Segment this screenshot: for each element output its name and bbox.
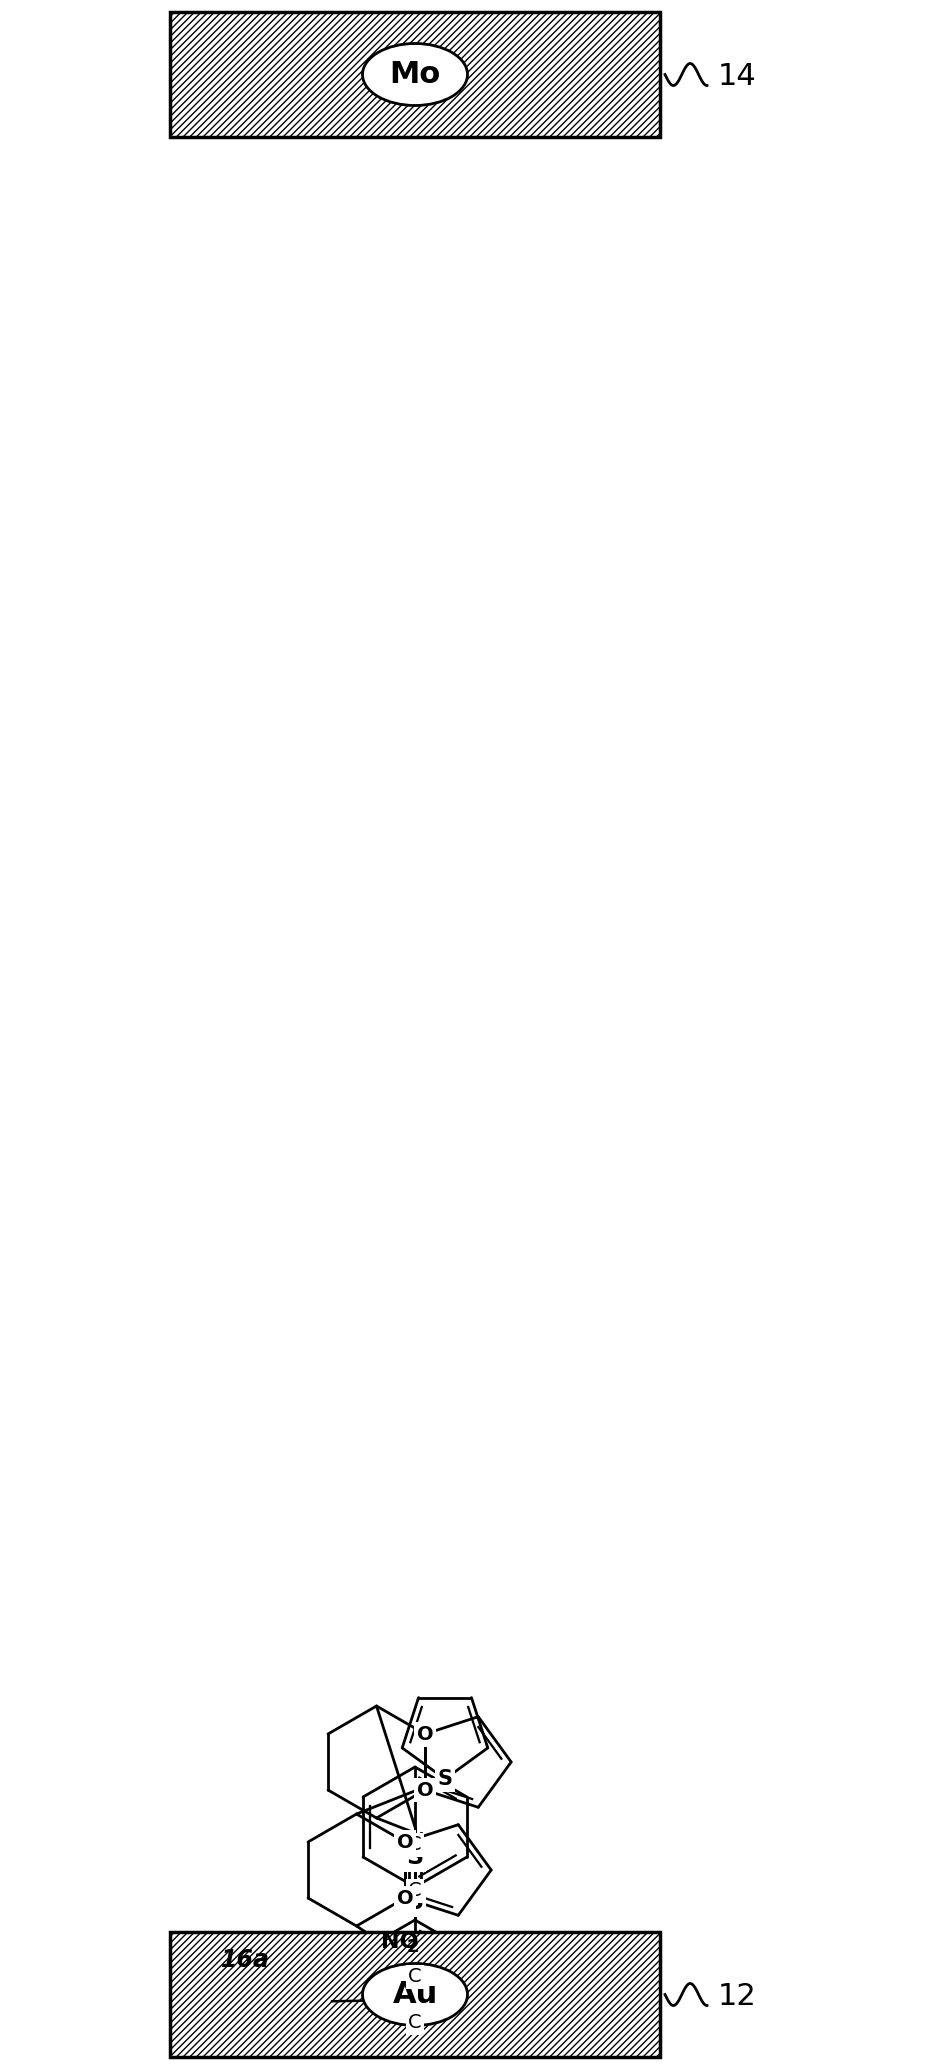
Text: NO: NO	[381, 1932, 418, 1953]
Text: S: S	[406, 1889, 423, 1914]
Text: C: C	[408, 2013, 422, 2032]
Text: C: C	[408, 1881, 422, 1901]
Text: 16a: 16a	[221, 1949, 270, 1972]
Text: Mo: Mo	[389, 60, 441, 89]
Bar	[170, 1932, 660, 2057]
Ellipse shape	[362, 43, 468, 106]
Text: O: O	[417, 1723, 433, 1744]
Text: S: S	[437, 1769, 452, 1790]
Text: C: C	[408, 1835, 422, 1854]
Text: O: O	[397, 1889, 414, 1908]
Text: O: O	[397, 1833, 414, 1852]
Text: Au: Au	[392, 1980, 438, 2009]
Text: C: C	[408, 1968, 422, 1986]
Text: S: S	[417, 1723, 432, 1744]
Text: 14: 14	[718, 62, 757, 91]
Ellipse shape	[362, 1963, 468, 2026]
Bar	[170, 12, 660, 137]
Bar	[170, 1932, 660, 2057]
Text: S: S	[398, 1831, 413, 1852]
Text: 2: 2	[406, 1939, 419, 1957]
Bar	[170, 12, 660, 137]
Text: O: O	[417, 1781, 433, 1800]
Text: 12: 12	[718, 1982, 757, 2011]
Text: S: S	[406, 1846, 423, 1868]
